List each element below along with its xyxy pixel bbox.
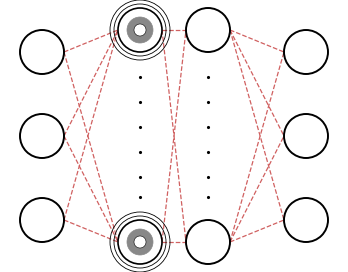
Circle shape xyxy=(186,8,230,52)
Circle shape xyxy=(186,220,230,264)
Circle shape xyxy=(127,17,153,43)
Circle shape xyxy=(118,8,162,52)
Circle shape xyxy=(20,30,64,74)
Circle shape xyxy=(284,198,328,242)
Circle shape xyxy=(118,220,162,264)
Circle shape xyxy=(134,236,146,248)
Circle shape xyxy=(284,30,328,74)
Circle shape xyxy=(127,229,153,255)
Circle shape xyxy=(20,114,64,158)
Circle shape xyxy=(134,24,146,36)
Circle shape xyxy=(284,114,328,158)
Circle shape xyxy=(20,198,64,242)
